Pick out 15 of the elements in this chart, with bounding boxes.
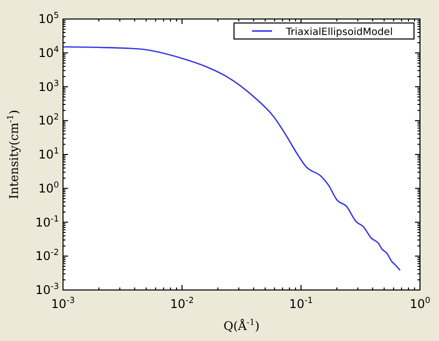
y-tick-label: 10$^{1}$ — [38, 146, 59, 162]
x-tick-label: 10$^{-1}$ — [289, 295, 313, 311]
legend-label: TriaxialEllipsoidModel — [285, 27, 393, 38]
y-tick-label: 10$^{4}$ — [38, 44, 59, 60]
x-tick-label: 10$^{-3}$ — [51, 295, 75, 311]
y-tick-label: 10$^{-2}$ — [35, 247, 59, 264]
y-tick-label: 10$^{-3}$ — [35, 281, 59, 297]
x-tick-label: 10$^{0}$ — [410, 295, 430, 311]
y-tick-label: 10$^{0}$ — [38, 179, 59, 196]
y-tick-label: 10$^{3}$ — [38, 78, 59, 94]
x-axis-title: Q(Å$^{-1}$) — [223, 317, 260, 333]
y-tick-label: 10$^{5}$ — [38, 10, 59, 26]
y-tick-label: 10$^{-1}$ — [35, 213, 59, 230]
x-tick-label: 10$^{-2}$ — [170, 295, 194, 311]
y-tick-label: 10$^{2}$ — [38, 112, 59, 128]
